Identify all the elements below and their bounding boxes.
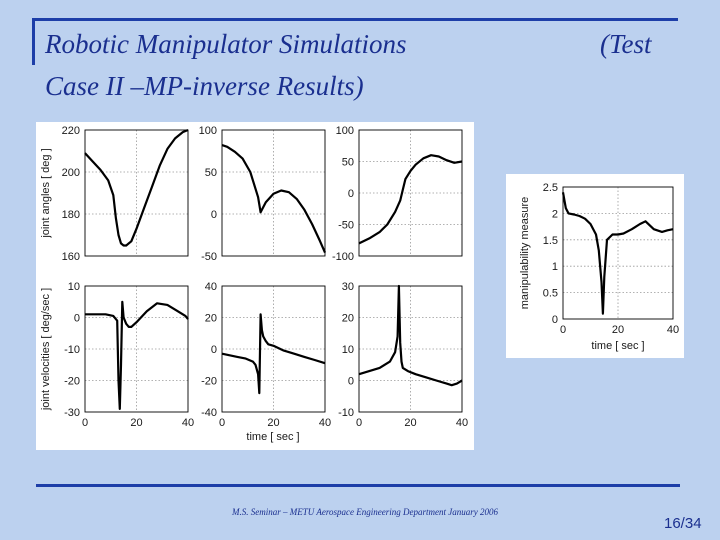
chart-panel-5: -40 -20 0 20 40 0 20 40 [201, 281, 331, 429]
series-line [84, 128, 189, 247]
y-tick-label: 30 [342, 281, 354, 293]
chart-panel-3: -100 -50 0 50 100 [332, 125, 463, 263]
y-tick-label: 1 [552, 261, 558, 273]
y-tick-label: -30 [64, 407, 80, 419]
x-tick-label: 40 [182, 417, 194, 429]
x-axis-label: time [ sec ] [246, 431, 299, 443]
y-axis-label: joint velocities [ deg/sec ] [40, 288, 52, 411]
footer-rule [36, 484, 680, 487]
y-tick-label: 0 [74, 313, 80, 325]
y-ticks: -30 -20 -10 0 10 [64, 281, 80, 419]
page-number: 16/34 [664, 515, 702, 532]
grid-lines [222, 286, 325, 412]
y-tick-label: 0 [211, 344, 217, 356]
y-tick-label: 20 [342, 313, 354, 325]
y-tick-label: 180 [62, 209, 80, 221]
y-tick-label: 50 [205, 167, 217, 179]
y-tick-label: -100 [332, 251, 354, 263]
x-tick-label: 0 [219, 417, 225, 429]
y-tick-label: 2 [552, 208, 558, 220]
x-ticks: 0 20 40 [82, 417, 194, 429]
series-line [358, 154, 463, 245]
x-ticks: 0 20 40 [356, 417, 468, 429]
plot-frame [84, 285, 189, 413]
y-tick-label: 160 [62, 251, 80, 263]
title-bracket [32, 18, 35, 65]
y-axis-label: manipulability measure [519, 197, 531, 310]
x-axis-label: time [ sec ] [591, 340, 644, 352]
x-tick-label: 20 [612, 324, 624, 336]
series-line [561, 192, 674, 315]
y-ticks: -10 0 10 20 30 [338, 281, 354, 419]
y-axis-label: joint angles [ deg ] [40, 148, 52, 238]
y-ticks: 160 180 200 220 [62, 125, 80, 263]
y-tick-label: 2.5 [543, 182, 558, 194]
y-tick-label: 0 [348, 188, 354, 200]
slide-title-line2: Case II –MP-inverse Results) [45, 71, 364, 101]
chart-panel-1: 160 180 200 220 joint angles [ deg ] [40, 125, 189, 263]
series-line [85, 300, 189, 410]
y-tick-label: 0 [348, 376, 354, 388]
plot-frame [221, 129, 326, 257]
y-tick-label: -20 [201, 376, 217, 388]
x-ticks: 0 20 40 [560, 324, 679, 336]
series-line [221, 313, 326, 395]
y-ticks: -50 0 50 100 [199, 125, 217, 263]
chart-panel-2: -50 0 50 100 [199, 125, 327, 263]
plot-frame [358, 285, 463, 413]
y-tick-label: 10 [68, 281, 80, 293]
y-tick-label: 0 [552, 314, 558, 326]
x-tick-label: 40 [667, 324, 679, 336]
plot-frame [358, 129, 463, 257]
y-tick-label: 100 [199, 125, 217, 137]
chart-panel-4: -30 -20 -10 0 10 0 20 40 joint velocities [ deg/… [40, 281, 194, 429]
x-tick-label: 0 [82, 417, 88, 429]
y-tick-label: -50 [201, 251, 217, 263]
x-tick-label: 40 [456, 417, 468, 429]
y-tick-label: -40 [201, 407, 217, 419]
y-tick-label: -10 [338, 407, 354, 419]
y-tick-label: 1.5 [543, 235, 558, 247]
y-tick-label: -20 [64, 376, 80, 388]
y-tick-label: 20 [205, 313, 217, 325]
title-rule [32, 18, 678, 21]
y-tick-label: 100 [336, 125, 354, 137]
x-tick-label: 0 [560, 324, 566, 336]
footer-text: M.S. Seminar – METU Aerospace Engineerin… [232, 507, 498, 517]
slide-title-line1: Robotic Manipulator Simulations [45, 29, 407, 59]
series-line [358, 284, 463, 387]
grid-lines [85, 286, 188, 412]
slide-title-suffix: (Test [600, 29, 652, 59]
y-tick-label: 50 [342, 157, 354, 169]
y-ticks: 0 0.5 1 1.5 2 2.5 [543, 182, 558, 326]
x-ticks: 0 20 40 [219, 417, 331, 429]
grid-lines [359, 286, 462, 412]
y-tick-label: 200 [62, 167, 80, 179]
x-tick-label: 20 [267, 417, 279, 429]
y-tick-label: 10 [342, 344, 354, 356]
plot-frame [84, 129, 189, 257]
grid-lines [563, 187, 673, 319]
manipulability-figure: 0 0.5 1 1.5 2 2.5 0 20 40 manipulability measure t… [506, 174, 684, 358]
x-tick-label: 0 [356, 417, 362, 429]
series-line [221, 144, 327, 254]
y-tick-label: 40 [205, 281, 217, 293]
y-ticks: -40 -20 0 20 40 [201, 281, 217, 419]
grid-lines [359, 130, 462, 256]
x-tick-label: 20 [404, 417, 416, 429]
y-tick-label: 0 [211, 209, 217, 221]
plot-frame [562, 186, 674, 320]
y-tick-label: -10 [64, 344, 80, 356]
y-tick-label: 0.5 [543, 288, 558, 300]
x-tick-label: 20 [130, 417, 142, 429]
y-ticks: -100 -50 0 50 100 [332, 125, 354, 263]
y-tick-label: 220 [62, 125, 80, 137]
chart-panel-7: 0 0.5 1 1.5 2 2.5 0 20 40 manipulability measure t… [519, 182, 679, 352]
grid-lines [85, 130, 188, 256]
plot-frame [221, 285, 326, 413]
y-tick-label: -50 [338, 220, 354, 232]
x-tick-label: 40 [319, 417, 331, 429]
